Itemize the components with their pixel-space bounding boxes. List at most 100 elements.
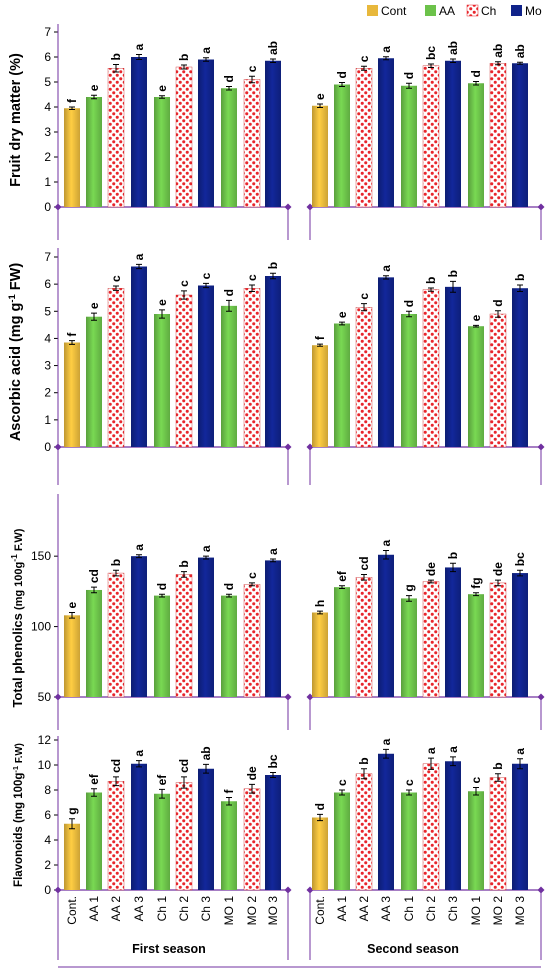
significance-letter: a bbox=[379, 540, 393, 547]
error-bar bbox=[226, 299, 232, 312]
significance-letter: e bbox=[469, 314, 483, 321]
bar-mo3-season-2 bbox=[512, 288, 528, 447]
legend-label-cont: Cont bbox=[381, 4, 407, 18]
bar-aa3-season-1 bbox=[131, 763, 147, 890]
significance-letter: b bbox=[491, 762, 505, 769]
bar-ch3-season-2 bbox=[445, 60, 461, 207]
significance-letter: b bbox=[177, 54, 191, 61]
legend-swatch-aa bbox=[425, 5, 436, 16]
significance-letter: c bbox=[199, 272, 213, 279]
y-tick-label: 150 bbox=[31, 549, 51, 563]
x-tick-label: MO 3 bbox=[513, 896, 527, 926]
error-bar bbox=[270, 772, 276, 778]
y-tick-label: 4 bbox=[44, 833, 51, 847]
error-bar bbox=[495, 579, 501, 587]
significance-letter: d bbox=[222, 289, 236, 296]
error-bar bbox=[159, 788, 165, 799]
significance-letter: e bbox=[313, 93, 327, 100]
significance-letter: e bbox=[65, 602, 79, 609]
x-tick-label: Cont. bbox=[313, 896, 327, 925]
error-bar bbox=[69, 612, 75, 619]
x-tick-label: Ch 1 bbox=[155, 896, 169, 922]
x-tick-label: AA 3 bbox=[132, 896, 146, 922]
error-bar bbox=[361, 768, 367, 780]
bar-aa1-season-2 bbox=[334, 323, 350, 447]
error-bar bbox=[113, 285, 119, 291]
error-bar bbox=[339, 585, 345, 590]
bar-mo2-season-1 bbox=[243, 584, 261, 698]
error-bar bbox=[495, 773, 501, 782]
bar-aa2-season-2 bbox=[355, 577, 373, 698]
bar-ch3-season-1 bbox=[198, 557, 214, 697]
error-bar bbox=[91, 788, 97, 797]
error-bar bbox=[339, 789, 345, 796]
y-tick-label: 5 bbox=[44, 304, 51, 318]
bar-ch1-season-2 bbox=[401, 598, 417, 697]
bar-aa3-season-1 bbox=[131, 556, 147, 697]
error-bar bbox=[361, 573, 367, 581]
error-bar bbox=[203, 763, 209, 774]
significance-letter: b bbox=[513, 274, 527, 281]
significance-letter: d bbox=[222, 583, 236, 590]
error-bar bbox=[226, 797, 232, 806]
error-bar bbox=[450, 58, 456, 63]
significance-letter: a bbox=[379, 265, 393, 272]
bar-mo3-season-2 bbox=[512, 573, 528, 697]
error-bar bbox=[69, 106, 75, 110]
bar-mo2-season-1 bbox=[243, 788, 261, 891]
x-tick-label: MO 2 bbox=[245, 896, 259, 926]
x-tick-label: MO 3 bbox=[266, 896, 280, 926]
error-bar bbox=[473, 81, 479, 86]
bar-aa1-season-2 bbox=[334, 84, 350, 207]
significance-letter: a bbox=[266, 548, 280, 555]
error-bar bbox=[383, 748, 389, 759]
error-bar bbox=[69, 818, 75, 830]
significance-letter: b bbox=[446, 270, 460, 277]
error-bar bbox=[428, 63, 434, 68]
bar-ch1-season-2 bbox=[401, 85, 417, 207]
y-tick-label: 8 bbox=[44, 783, 51, 797]
y-tick-label: 7 bbox=[44, 25, 51, 39]
error-bar bbox=[136, 54, 142, 60]
error-bar bbox=[473, 592, 479, 597]
error-bar bbox=[383, 550, 389, 560]
significance-letter: b bbox=[357, 757, 371, 764]
significance-letter: ef bbox=[155, 774, 169, 786]
y-tick-label: 12 bbox=[38, 733, 52, 747]
bar-ch1-season-2 bbox=[401, 792, 417, 890]
significance-letter: b bbox=[177, 560, 191, 567]
x-tick-label: Cont. bbox=[65, 896, 79, 925]
error-bar bbox=[406, 82, 412, 89]
error-bar bbox=[517, 284, 523, 292]
error-bar bbox=[91, 586, 97, 594]
y-tick-label: 3 bbox=[44, 125, 51, 139]
error-bar bbox=[406, 595, 412, 602]
error-bar bbox=[113, 776, 119, 787]
bar-ch3-season-2 bbox=[445, 761, 461, 890]
bar-mo3-season-1 bbox=[265, 560, 281, 697]
bar-mo1-season-1 bbox=[221, 595, 237, 697]
error-bar bbox=[159, 95, 165, 99]
significance-letter: d bbox=[402, 300, 416, 307]
significance-letter: g bbox=[402, 584, 416, 591]
bar-aa1-season-1 bbox=[86, 589, 102, 697]
error-bar bbox=[495, 310, 501, 318]
bar-mo1-season-1 bbox=[221, 88, 237, 207]
error-bar bbox=[249, 284, 255, 292]
x-tick-label: AA 2 bbox=[357, 896, 371, 922]
error-bar bbox=[181, 64, 187, 70]
bar-ch3-season-2 bbox=[445, 286, 461, 447]
significance-letter: bc bbox=[424, 46, 438, 60]
error-bar bbox=[428, 287, 434, 292]
error-bar bbox=[91, 94, 97, 100]
x-tick-label: Ch 3 bbox=[446, 896, 460, 922]
error-bar bbox=[473, 324, 479, 328]
error-bar bbox=[406, 310, 412, 318]
y-axis-label: Fruit dry matter (%) bbox=[8, 53, 24, 187]
bar-ch2-season-1 bbox=[175, 782, 193, 891]
significance-letter: c bbox=[109, 275, 123, 282]
significance-letter: b bbox=[266, 262, 280, 269]
bar-aa2-season-1 bbox=[107, 781, 125, 891]
bar-mo3-season-1 bbox=[265, 775, 281, 890]
bar-ch1-season-1 bbox=[154, 314, 170, 447]
